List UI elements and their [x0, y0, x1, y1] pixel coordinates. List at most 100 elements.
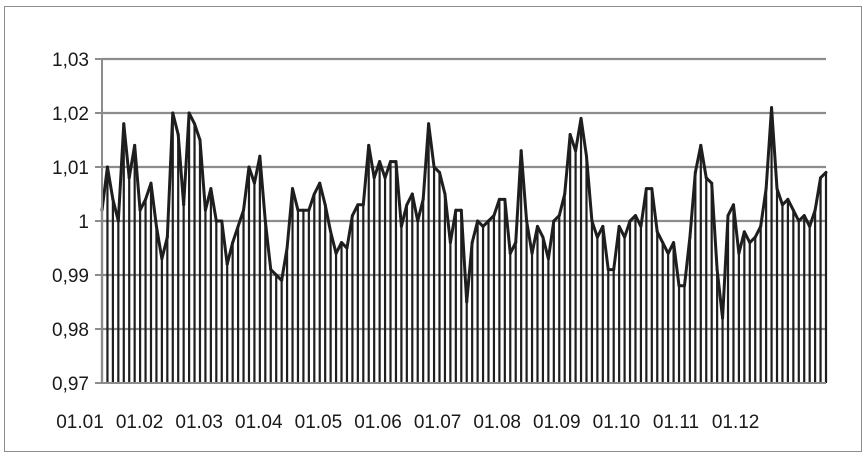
data-point — [460, 209, 463, 212]
data-point — [623, 236, 626, 239]
data-point — [356, 203, 360, 206]
data-point — [149, 182, 153, 185]
series-line-segment — [465, 241, 474, 304]
data-point — [792, 209, 795, 212]
data-point — [394, 160, 398, 163]
data-point — [498, 198, 501, 201]
chart-frame: 1,03 1,02 1,01 1 0,99 0,98 0,97 01.01 01.02 01.03… — [4, 6, 862, 452]
data-point — [574, 149, 577, 152]
x-tick-label: 01.06 — [354, 412, 402, 433]
data-point — [715, 268, 719, 271]
data-point — [748, 241, 751, 244]
data-point — [759, 225, 762, 228]
x-tick-label: 01.04 — [235, 412, 283, 433]
series-line-segment — [323, 203, 333, 234]
data-point — [383, 176, 387, 179]
series-line-segment — [160, 235, 169, 261]
series-line-segment — [590, 219, 599, 239]
series-line-segment — [345, 214, 354, 250]
x-tick-label: 01.02 — [116, 412, 164, 433]
series-line-segment — [775, 187, 784, 207]
y-tick-label: 0,99 — [52, 266, 89, 287]
data-point — [198, 138, 202, 142]
series-line-segment — [291, 187, 300, 212]
data-point — [128, 176, 131, 179]
y-tick-label: 1,02 — [52, 104, 89, 125]
series-line-segment — [149, 181, 158, 228]
tick-labels: 1,03 1,02 1,01 1 0,99 0,98 0,97 01.01 01.02 01.03… — [52, 50, 759, 433]
data-point — [470, 241, 474, 244]
data-point — [694, 171, 697, 174]
data-point — [688, 236, 692, 239]
series-line-segment — [263, 219, 273, 272]
x-tick-label: 01.11 — [653, 412, 699, 433]
data-point — [421, 198, 425, 201]
x-tick-label: 01.10 — [593, 412, 641, 433]
series-line-segment — [639, 187, 648, 228]
data-point — [427, 122, 430, 126]
data-point — [193, 122, 196, 126]
series-line-segment — [742, 230, 752, 245]
data-point — [666, 252, 670, 255]
data-point — [525, 219, 528, 223]
data-point — [617, 225, 621, 228]
y-tick-label: 1,01 — [52, 158, 89, 179]
data-point — [552, 219, 556, 223]
data-point — [514, 241, 517, 244]
data-point — [558, 214, 561, 217]
series-line-segment — [198, 138, 207, 212]
data-point — [563, 192, 566, 196]
data-point — [454, 209, 458, 212]
y-tick-label: 1 — [78, 212, 89, 233]
data-point — [204, 209, 207, 212]
data-point — [585, 155, 588, 158]
data-point — [122, 122, 125, 126]
data-point — [231, 241, 234, 244]
x-tick-label: 01.07 — [414, 412, 462, 433]
data-point — [764, 187, 768, 190]
series-line-segment — [661, 241, 670, 255]
series-line-segment — [623, 219, 632, 239]
series-line-segment — [378, 160, 387, 180]
series-line-segment — [492, 197, 501, 218]
data-point — [274, 273, 278, 277]
series-line-segment — [122, 122, 131, 180]
data-point — [111, 198, 115, 201]
data-point — [770, 106, 773, 109]
data-point — [541, 236, 545, 239]
series-line-segment — [601, 224, 610, 272]
series-line-segment — [688, 170, 697, 239]
series-line-segment — [525, 219, 534, 255]
series-line-segment — [399, 203, 409, 228]
data-point — [253, 182, 256, 185]
x-tick-label: 01.09 — [533, 412, 581, 433]
series-line-segment — [361, 143, 371, 207]
series-line-segment — [231, 224, 240, 245]
series-line-segment — [612, 224, 621, 272]
series-line-group — [100, 106, 828, 320]
series-line-segment — [220, 219, 229, 266]
data-point — [645, 187, 648, 190]
x-tick-label: 01.08 — [473, 412, 521, 433]
data-point — [389, 160, 392, 163]
data-point — [313, 192, 316, 196]
data-point — [677, 284, 681, 287]
series-line-segment — [285, 187, 295, 250]
series-line-segment — [176, 133, 186, 207]
series-line-segment — [514, 149, 523, 245]
data-point — [117, 219, 120, 223]
data-point — [754, 236, 757, 239]
data-point — [155, 225, 158, 228]
series-line-segment — [672, 241, 681, 288]
series-line-segment — [421, 122, 431, 201]
x-tick-label: 01.01 — [56, 412, 104, 433]
data-point — [351, 214, 354, 217]
series-line-segment — [154, 224, 164, 261]
series-line-segment — [133, 143, 142, 212]
data-point — [808, 225, 811, 228]
series-line-segment — [410, 192, 420, 223]
data-point — [182, 203, 185, 206]
series-line-segment — [584, 154, 594, 223]
series-line-segment — [427, 122, 436, 169]
data-point — [171, 111, 174, 115]
